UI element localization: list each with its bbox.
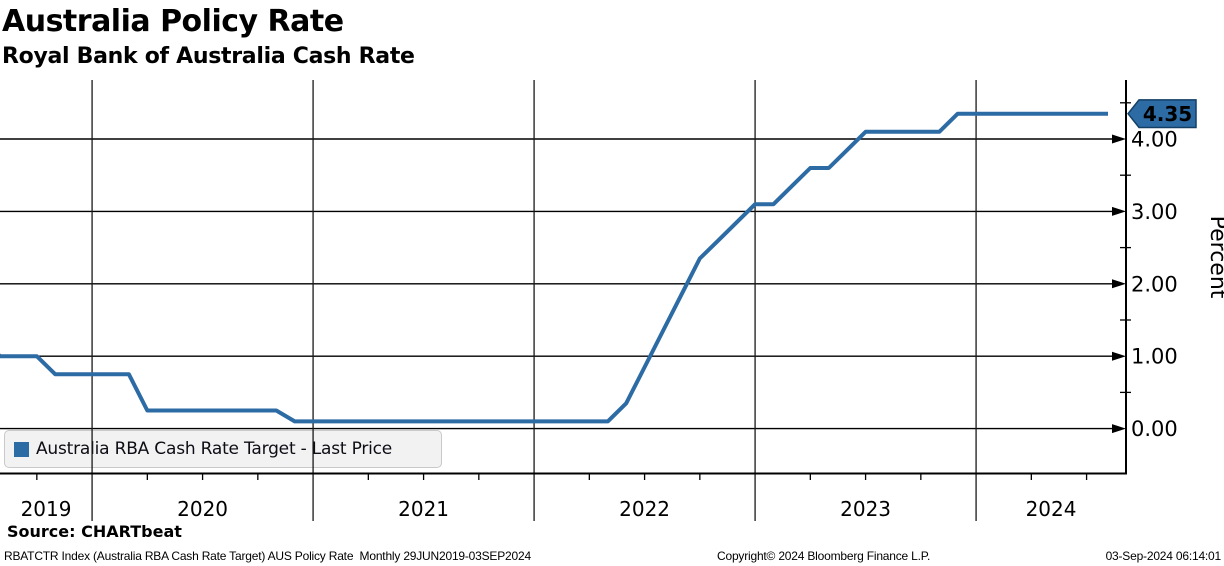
timestamp-text: 03-Sep-2024 06:14:01 [1105,549,1222,563]
page-subtitle: Royal Bank of Australia Cash Rate [2,44,415,69]
legend-box: Australia RBA Cash Rate Target - Last Pr… [4,430,442,468]
source-text: Source: CHARTbeat [7,522,182,541]
x-tick-label: 2024 [1026,497,1077,521]
y-tick-label: 0.00 [1131,417,1178,441]
y-tick-arrow-icon [1112,424,1126,434]
x-tick-label: 2019 [21,497,72,521]
y-tick-label: 1.00 [1131,345,1178,369]
y-tick-label: 2.00 [1131,272,1178,296]
index-description: RBATCTR Index (Australia RBA Cash Rate T… [4,549,531,563]
copyright-text: Copyright© 2024 Bloomberg Finance L.P. [717,549,931,563]
y-tick-arrow-icon [1112,351,1126,361]
legend-label: Australia RBA Cash Rate Target - Last Pr… [36,439,393,459]
legend-swatch-icon [14,441,29,457]
page-title: Australia Policy Rate [2,4,344,39]
x-tick-label: 2022 [619,497,670,521]
y-tick-arrow-icon [1112,279,1126,289]
x-tick-label: 2023 [840,497,891,521]
y-axis-title: Percent [1205,216,1224,299]
y-tick-label: 3.00 [1131,200,1178,224]
x-tick-label: 2021 [398,497,449,521]
y-tick-arrow-icon [1112,206,1126,216]
x-tick-label: 2020 [177,497,228,521]
cash-rate-line [0,111,1108,424]
y-tick-arrow-icon [1112,134,1126,144]
last-price-tag [1127,99,1197,129]
last-price-value: 4.35 [1143,102,1192,126]
y-tick-label: 4.00 [1131,128,1178,152]
